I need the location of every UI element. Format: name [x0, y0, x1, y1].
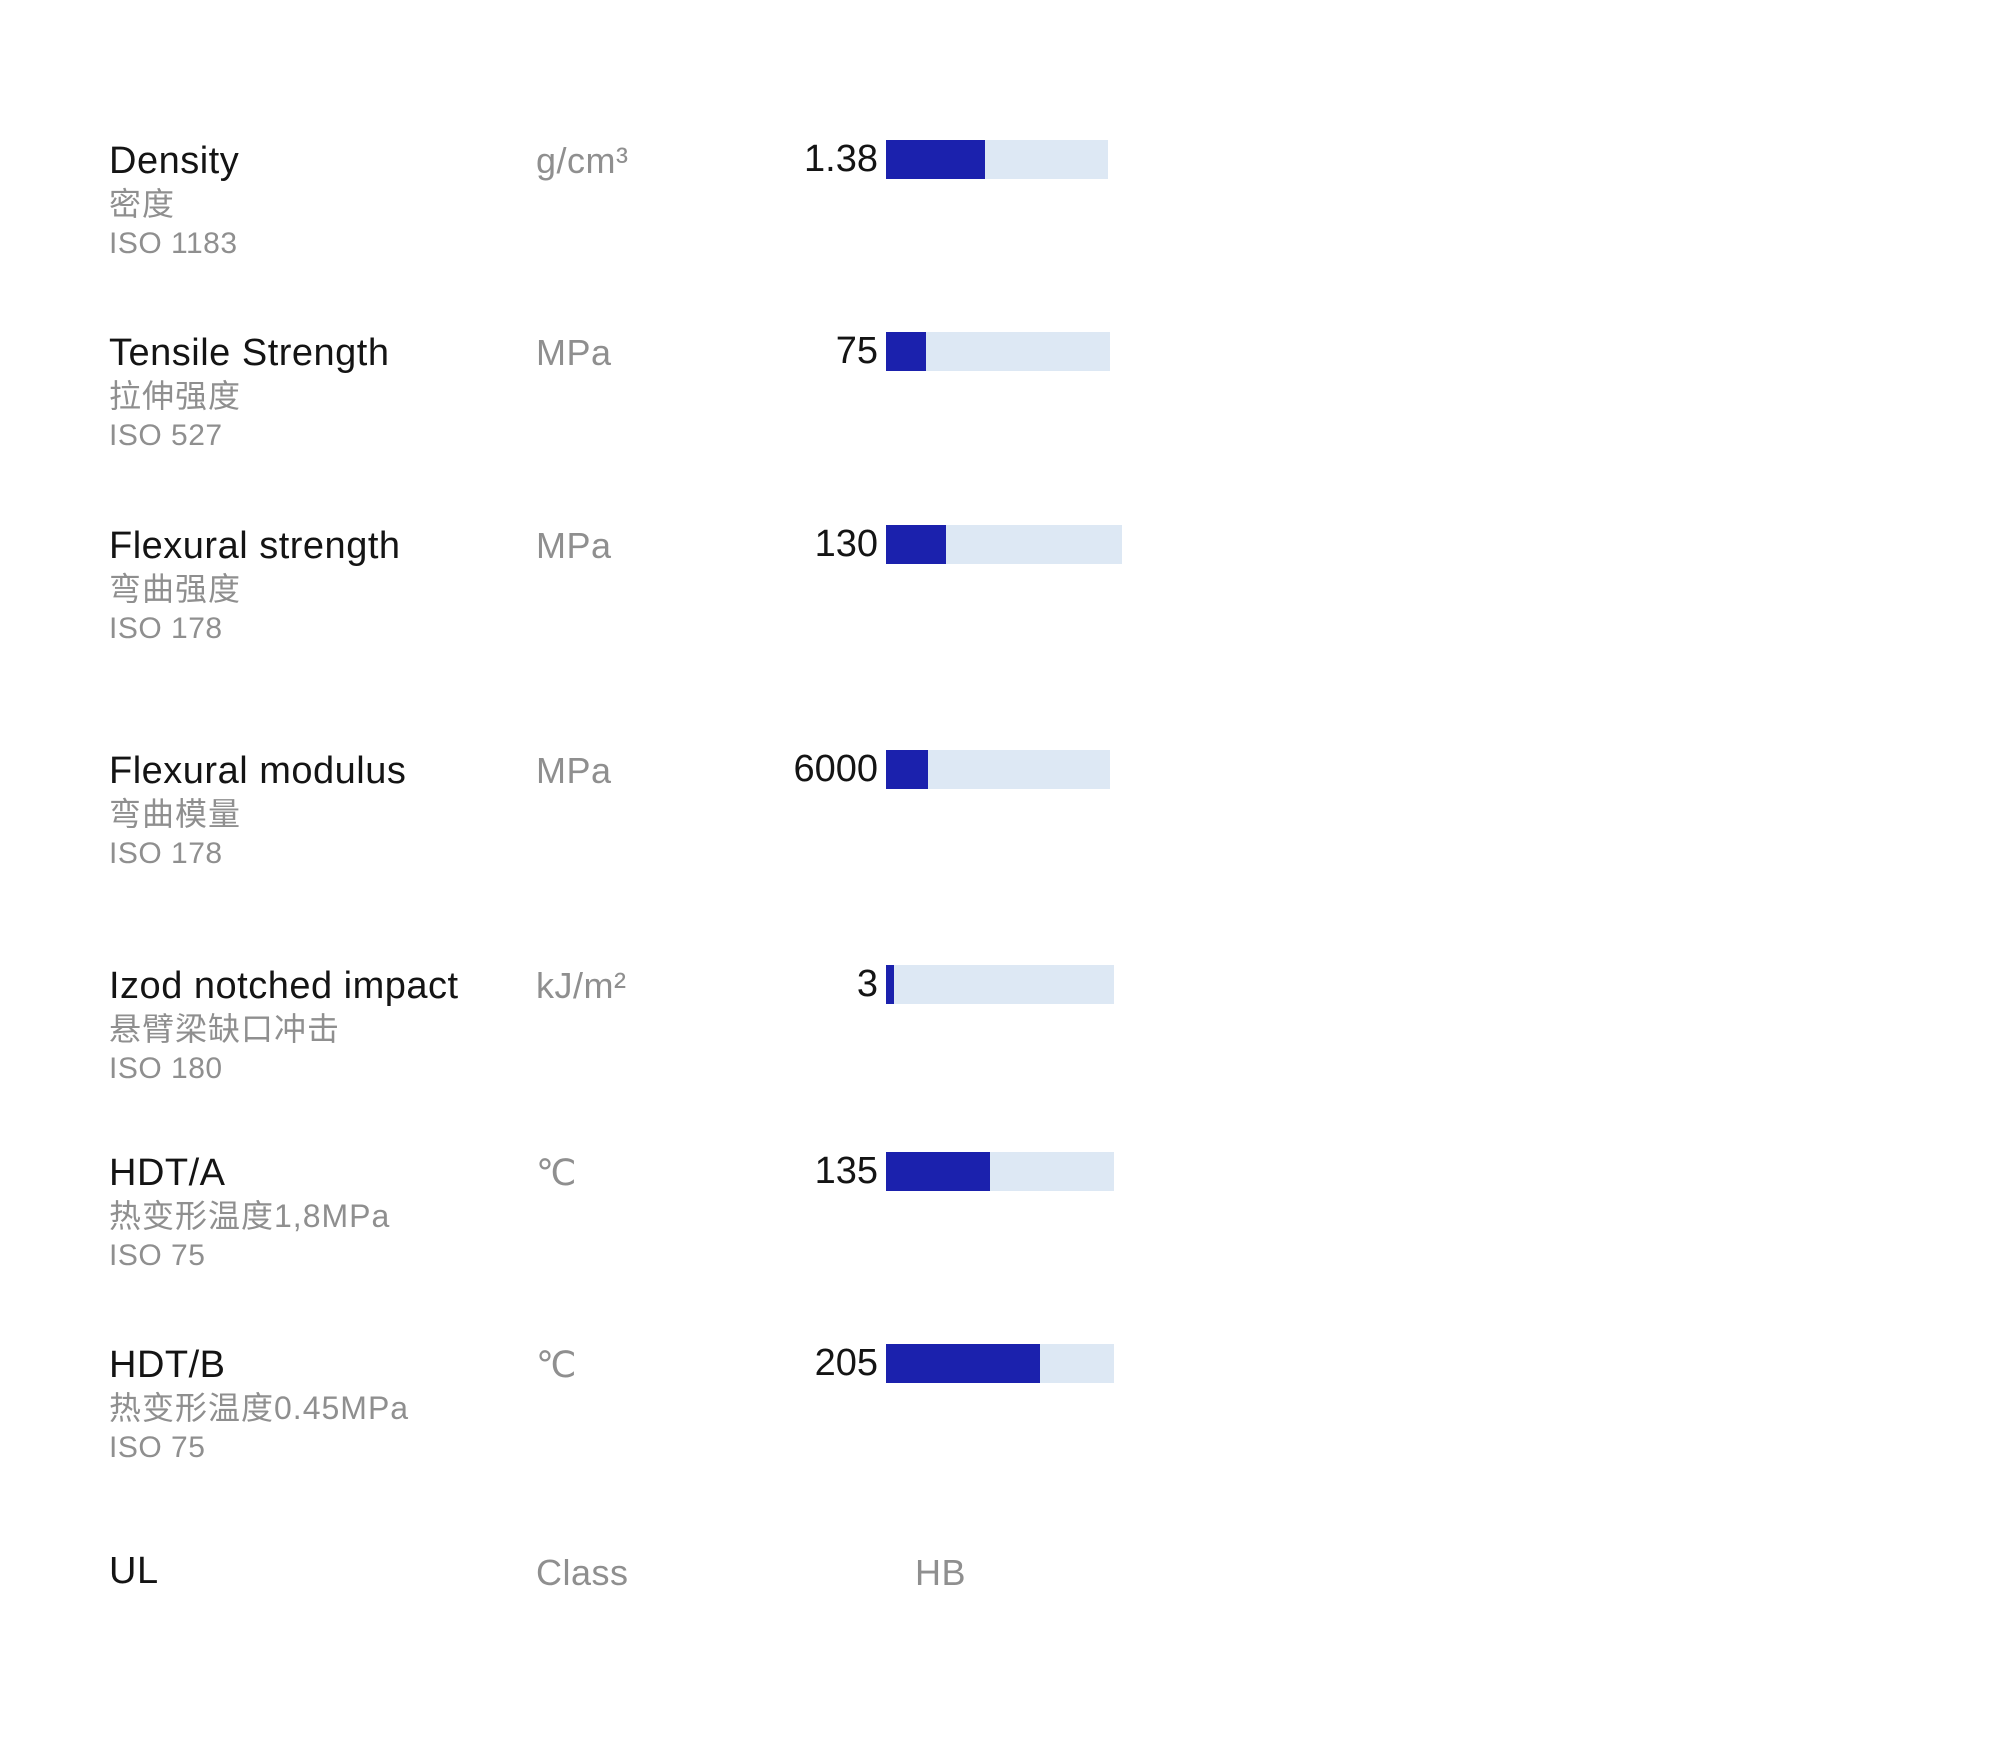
value-label: 3 — [856, 963, 878, 1005]
property-label-block: Tensile Strength 拉伸强度 ISO 527 — [109, 333, 509, 454]
ul-title: UL — [109, 1550, 159, 1592]
property-standard: ISO 1183 — [109, 227, 238, 260]
property-title: Tensile Strength — [109, 332, 390, 374]
value-label: 205 — [814, 1342, 878, 1384]
bar-track — [886, 750, 1110, 789]
property-standard: ISO 180 — [109, 1052, 223, 1085]
property-row-izod-notched-impact: Izod notched impact 悬臂梁缺口冲击 ISO 180 kJ/m… — [0, 963, 2000, 1126]
value-label: 75 — [835, 330, 878, 372]
property-title: Flexural strength — [109, 525, 401, 567]
unit-label: MPa — [536, 750, 612, 791]
property-row-density: Density 密度 ISO 1183 g/cm³ 1.38 — [0, 138, 2000, 301]
bar-fill — [886, 140, 985, 179]
bar-fill — [886, 965, 894, 1004]
property-label-block: HDT/B 热变形温度0.45MPa ISO 75 — [109, 1345, 509, 1466]
bar-track — [886, 140, 1108, 179]
property-row-hdt-a: HDT/A 热变形温度1,8MPa ISO 75 ℃ 135 — [0, 1150, 2000, 1313]
value-label: 135 — [814, 1150, 878, 1192]
bar-track — [886, 1344, 1114, 1383]
property-standard: ISO 527 — [109, 419, 223, 452]
bar-track — [886, 332, 1110, 371]
property-standard: ISO 75 — [109, 1239, 206, 1272]
property-row-tensile-strength: Tensile Strength 拉伸强度 ISO 527 MPa 75 — [0, 330, 2000, 493]
property-row-flexural-strength: Flexural strength 弯曲强度 ISO 178 MPa 130 — [0, 523, 2000, 686]
unit-label: ℃ — [536, 1344, 577, 1385]
value-label: 1.38 — [804, 138, 878, 180]
bar-fill — [886, 332, 926, 371]
property-label-block: HDT/A 热变形温度1,8MPa ISO 75 — [109, 1153, 509, 1274]
property-label-block: Density 密度 ISO 1183 — [109, 141, 509, 262]
property-label-block: Flexural strength 弯曲强度 ISO 178 — [109, 526, 509, 647]
property-subtitle-zh: 弯曲强度 — [109, 571, 242, 607]
property-subtitle-zh: 热变形温度0.45MPa — [109, 1390, 410, 1426]
property-standard: ISO 178 — [109, 837, 223, 870]
property-subtitle-zh: 密度 — [109, 186, 176, 222]
bar-track — [886, 965, 1114, 1004]
ul-classification-row: UL Class HB — [0, 1549, 2000, 1609]
unit-label: MPa — [536, 332, 612, 373]
property-label-block: Izod notched impact 悬臂梁缺口冲击 ISO 180 — [109, 966, 509, 1087]
bar-fill — [886, 1152, 990, 1191]
unit-label: kJ/m² — [536, 965, 627, 1006]
unit-label: g/cm³ — [536, 140, 629, 181]
bar-track — [886, 525, 1122, 564]
property-title: Flexural modulus — [109, 750, 407, 792]
property-title: HDT/A — [109, 1152, 226, 1194]
property-title: Izod notched impact — [109, 965, 459, 1007]
property-title: Density — [109, 140, 240, 182]
property-subtitle-zh: 悬臂梁缺口冲击 — [109, 1011, 341, 1047]
property-row-flexural-modulus: Flexural modulus 弯曲模量 ISO 178 MPa 6000 — [0, 748, 2000, 911]
bar-fill — [886, 525, 946, 564]
ul-rating-value: HB — [915, 1552, 967, 1593]
property-subtitle-zh: 拉伸强度 — [109, 378, 242, 414]
bar-fill — [886, 750, 928, 789]
unit-label: MPa — [536, 525, 612, 566]
unit-label: ℃ — [536, 1152, 577, 1193]
property-title: HDT/B — [109, 1344, 226, 1386]
property-standard: ISO 178 — [109, 612, 223, 645]
bar-fill — [886, 1344, 1040, 1383]
property-standard: ISO 75 — [109, 1431, 206, 1464]
property-subtitle-zh: 弯曲模量 — [109, 796, 242, 832]
property-label-block: Flexural modulus 弯曲模量 ISO 178 — [109, 751, 509, 872]
value-label: 130 — [814, 523, 878, 565]
value-label: 6000 — [793, 748, 878, 790]
property-row-hdt-b: HDT/B 热变形温度0.45MPa ISO 75 ℃ 205 — [0, 1342, 2000, 1505]
ul-class-label: Class — [536, 1552, 629, 1593]
property-subtitle-zh: 热变形温度1,8MPa — [109, 1198, 391, 1234]
bar-track — [886, 1152, 1114, 1191]
